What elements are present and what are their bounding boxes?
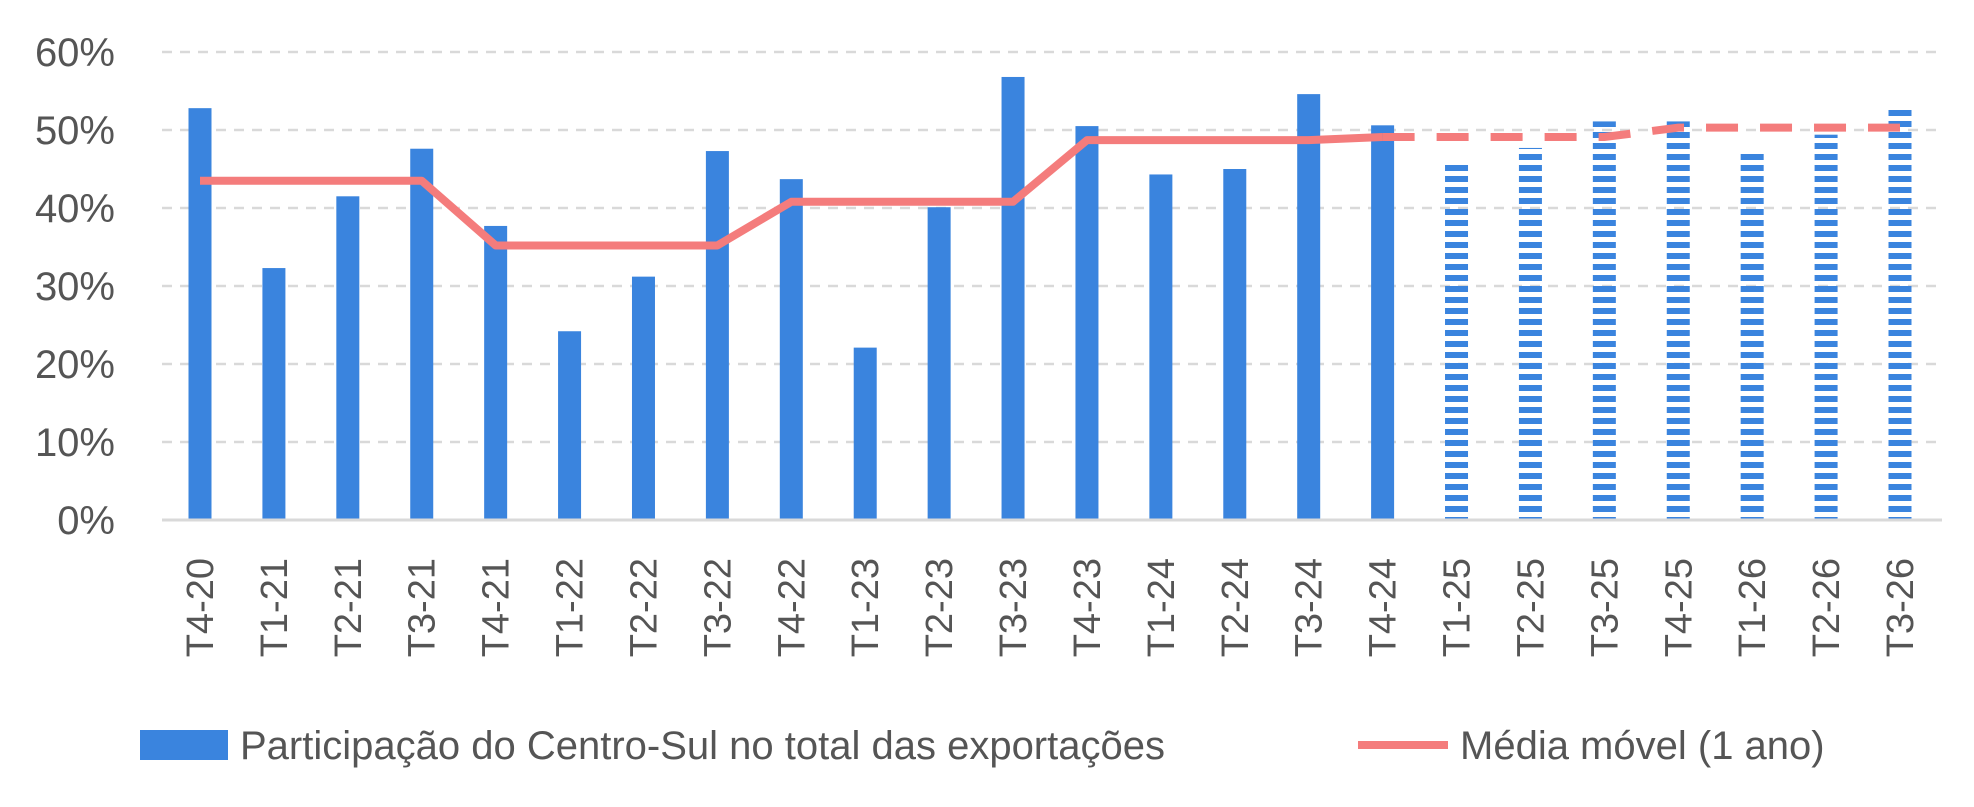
y-tick-label: 40% <box>35 187 115 231</box>
bar <box>188 108 212 520</box>
x-tick-label: T4-23 <box>1067 558 1109 657</box>
bar <box>262 268 286 520</box>
y-tick-label: 10% <box>35 421 115 465</box>
bar <box>853 347 877 520</box>
x-tick-label: T2-26 <box>1806 558 1848 657</box>
projected-bar <box>1740 151 1764 520</box>
projected-bar <box>1592 121 1616 521</box>
bars <box>188 76 1912 521</box>
projected-bar <box>1814 134 1838 520</box>
bar <box>705 151 729 520</box>
x-tick-label: T4-20 <box>180 558 222 657</box>
x-tick-label: T3-24 <box>1289 558 1331 657</box>
moving-average-actual <box>200 133 1383 250</box>
x-tick-label: T3-21 <box>402 558 444 657</box>
x-tick-label: T2-21 <box>328 558 370 657</box>
bar <box>410 148 434 520</box>
x-tick-label: T1-21 <box>254 558 296 657</box>
moving-average-line <box>200 123 1900 250</box>
projected-bar <box>1666 121 1690 521</box>
bar <box>1075 126 1099 520</box>
x-tick-label: T1-25 <box>1437 558 1479 657</box>
x-tick-label: T2-23 <box>919 558 961 657</box>
x-tick-label: T2-25 <box>1510 558 1552 657</box>
x-tick-label: T3-23 <box>993 558 1035 657</box>
y-tick-label: 20% <box>35 343 115 387</box>
bar <box>1297 94 1321 521</box>
legend-label-bars: Participação do Centro-Sul no total das … <box>240 724 1165 768</box>
bar <box>484 225 508 520</box>
x-tick-label: T3-25 <box>1584 558 1626 657</box>
projected-bar <box>1445 161 1469 521</box>
y-tick-label: 50% <box>35 109 115 153</box>
projected-bar <box>1888 109 1912 520</box>
x-tick-label: T1-22 <box>550 558 592 657</box>
projected-bar <box>1518 147 1542 520</box>
y-tick-label: 0% <box>57 499 115 543</box>
x-tick-label: T3-26 <box>1880 558 1922 657</box>
legend-label-line: Média móvel (1 ano) <box>1460 724 1825 768</box>
bar <box>336 196 360 521</box>
x-tick-label: T2-22 <box>623 558 665 657</box>
bar <box>1223 169 1247 520</box>
bar <box>1001 76 1025 521</box>
y-tick-label: 30% <box>35 265 115 309</box>
x-tick-label: T1-26 <box>1732 558 1774 657</box>
x-tick-label: T4-25 <box>1658 558 1700 657</box>
bar <box>1371 125 1395 520</box>
x-tick-label: T4-22 <box>771 558 813 657</box>
legend: Participação do Centro-Sul no total das … <box>140 724 1825 768</box>
bar <box>779 179 803 520</box>
x-tick-label: T2-24 <box>1215 558 1257 657</box>
y-tick-label: 60% <box>35 31 115 75</box>
x-tick-label: T4-24 <box>1363 558 1405 657</box>
x-tick-label: T1-24 <box>1141 558 1183 657</box>
x-tick-label: T3-22 <box>697 558 739 657</box>
x-tick-label: T4-21 <box>476 558 518 657</box>
legend-swatch-bars <box>140 730 228 760</box>
bar <box>558 331 582 520</box>
bar <box>927 207 951 520</box>
x-tick-label: T1-23 <box>845 558 887 657</box>
bar <box>1149 174 1173 520</box>
y-axis-ticks: 0% 10% 20% 30% 40% 50% 60% <box>35 31 115 543</box>
bar <box>631 276 655 520</box>
x-axis-ticks: T4-20 T1-21 T2-21 T3-21 T4-21 T1-22 T2-22 T3-22… <box>180 558 1922 657</box>
